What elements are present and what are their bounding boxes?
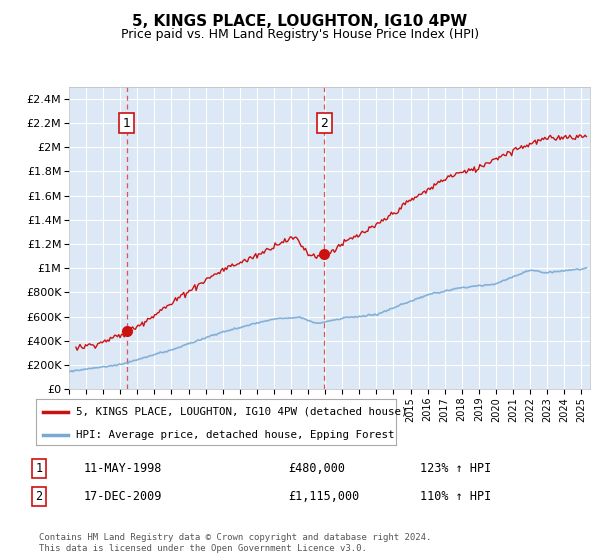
- Text: 110% ↑ HPI: 110% ↑ HPI: [420, 490, 491, 503]
- Text: Price paid vs. HM Land Registry's House Price Index (HPI): Price paid vs. HM Land Registry's House …: [121, 28, 479, 41]
- Text: 123% ↑ HPI: 123% ↑ HPI: [420, 462, 491, 475]
- Text: 5, KINGS PLACE, LOUGHTON, IG10 4PW (detached house): 5, KINGS PLACE, LOUGHTON, IG10 4PW (deta…: [76, 407, 407, 417]
- Text: 5, KINGS PLACE, LOUGHTON, IG10 4PW: 5, KINGS PLACE, LOUGHTON, IG10 4PW: [133, 14, 467, 29]
- Text: 11-MAY-1998: 11-MAY-1998: [84, 462, 163, 475]
- Text: £480,000: £480,000: [288, 462, 345, 475]
- Text: 2: 2: [320, 116, 328, 129]
- Text: £1,115,000: £1,115,000: [288, 490, 359, 503]
- Text: 17-DEC-2009: 17-DEC-2009: [84, 490, 163, 503]
- Text: HPI: Average price, detached house, Epping Forest: HPI: Average price, detached house, Eppi…: [76, 430, 394, 440]
- Text: 1: 1: [122, 116, 130, 129]
- Text: 1: 1: [35, 462, 43, 475]
- Text: 2: 2: [35, 490, 43, 503]
- Text: Contains HM Land Registry data © Crown copyright and database right 2024.
This d: Contains HM Land Registry data © Crown c…: [39, 533, 431, 553]
